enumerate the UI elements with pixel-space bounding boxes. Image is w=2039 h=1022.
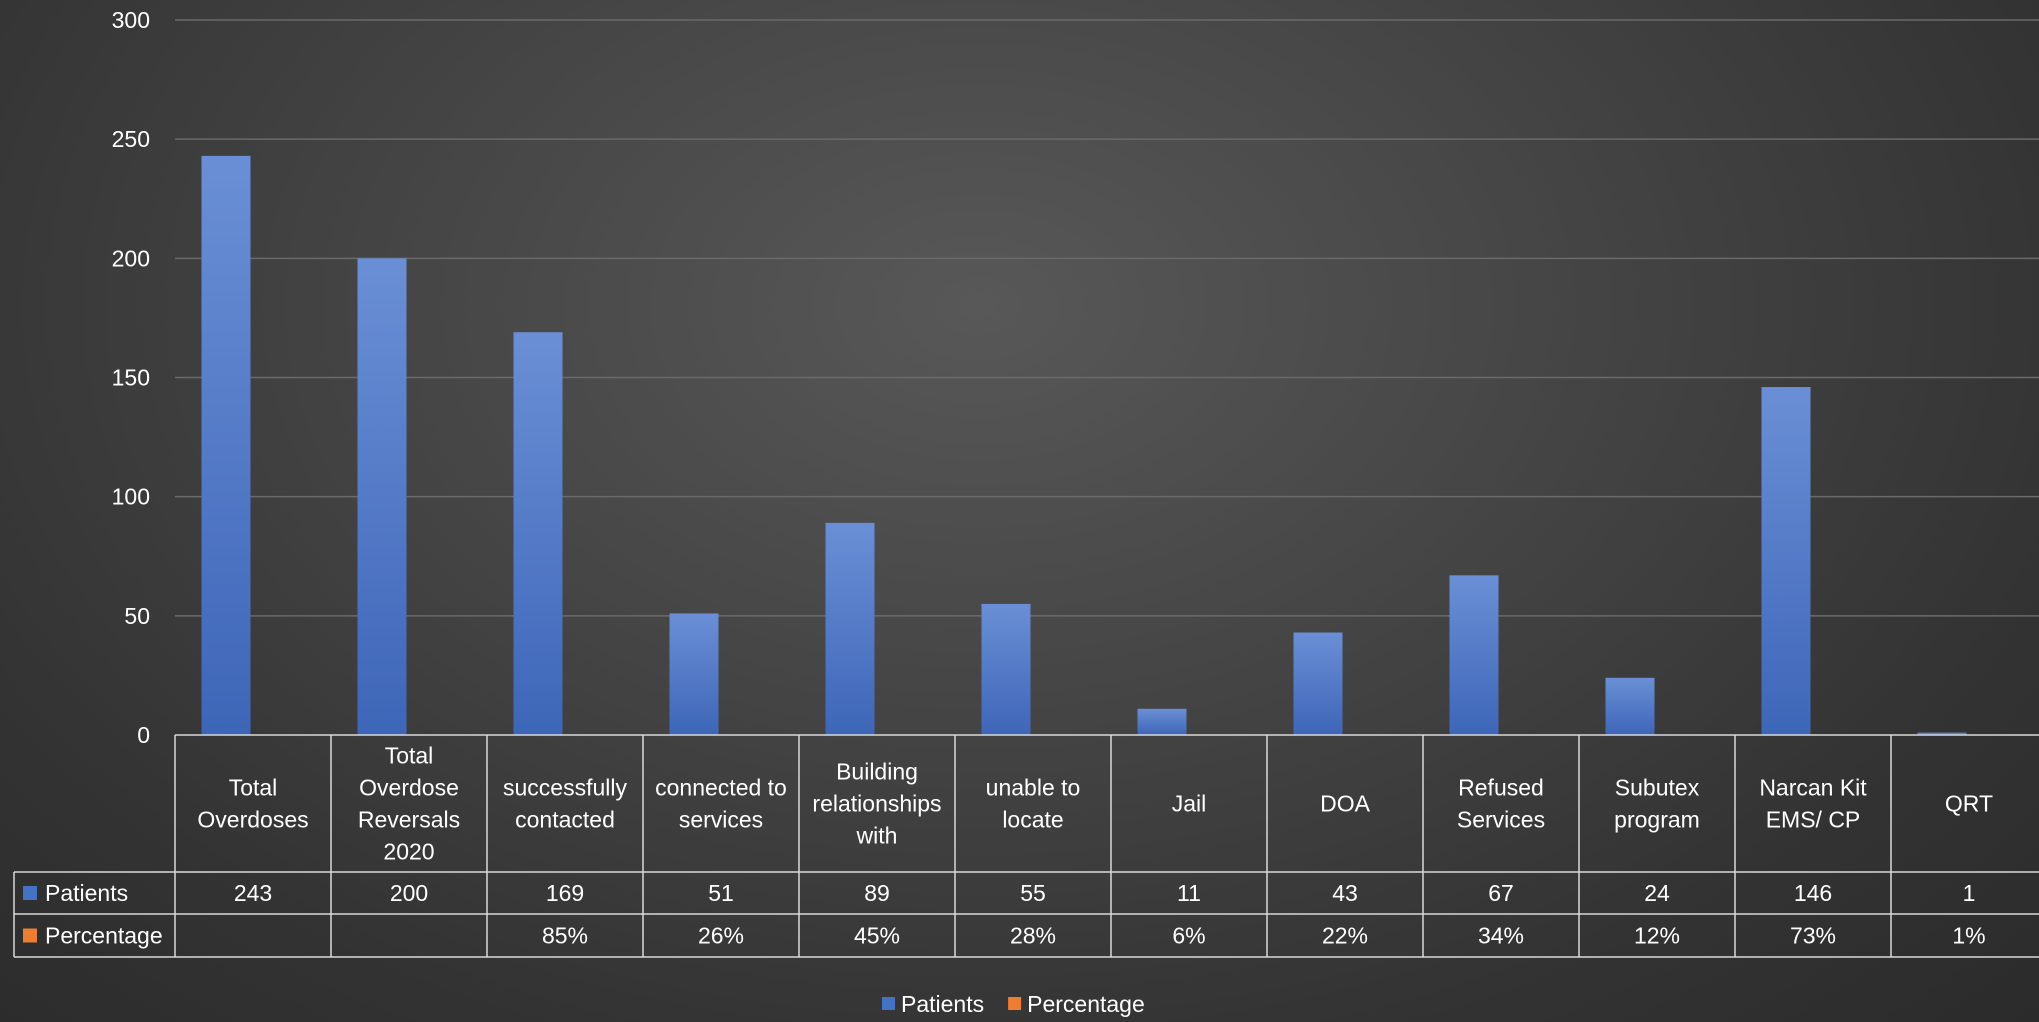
row-label: Patients: [45, 880, 128, 906]
category-label: DOA: [1320, 791, 1371, 817]
y-tick-label: 50: [124, 603, 150, 629]
row-key-swatch: [23, 886, 37, 900]
table-cell-value: 146: [1794, 880, 1832, 906]
table-cell-value: 22%: [1322, 923, 1368, 949]
category-label: Total Overdoses: [197, 775, 308, 833]
row-key-swatch: [23, 928, 37, 943]
bar-patients: [1293, 632, 1343, 735]
category-label: Building relationships with: [812, 759, 941, 849]
bar-patients: [513, 332, 563, 735]
table-cell-value: 34%: [1478, 923, 1524, 949]
bar-patients: [1605, 677, 1655, 735]
table-cell-value: 12%: [1634, 923, 1680, 949]
category-label: Narcan Kit EMS/ CP: [1759, 775, 1867, 833]
table-cell-value: 200: [390, 880, 428, 906]
category-label: successfully contacted: [503, 775, 627, 833]
legend-label: Percentage: [1027, 991, 1145, 1017]
table-cell-value: 1: [1963, 880, 1976, 906]
legend-swatch: [1008, 997, 1022, 1010]
table-cell-value: 89: [864, 880, 890, 906]
bar-patients: [357, 258, 407, 735]
table-cell-value: 67: [1488, 880, 1514, 906]
bar-patients: [981, 603, 1031, 735]
category-label: connected to services: [655, 775, 787, 833]
table-cell-value: 24: [1644, 880, 1670, 906]
table-cell-value: 1%: [1952, 923, 1985, 949]
table-cell-value: 243: [234, 880, 272, 906]
y-tick-label: 100: [112, 484, 150, 510]
category-label: Refused Services: [1457, 775, 1545, 833]
category-label: unable to locate: [986, 775, 1081, 833]
table-cell-value: 55: [1020, 880, 1046, 906]
bar-patients: [1449, 575, 1499, 735]
row-label: Percentage: [45, 923, 163, 949]
bar-patients: [1917, 732, 1967, 735]
table-cell-value: 6%: [1172, 923, 1205, 949]
y-tick-label: 200: [112, 245, 150, 271]
table-cell-value: 45%: [854, 923, 900, 949]
y-axis: 0 50 100 150 200 250 300: [112, 7, 150, 748]
y-tick-label: 250: [112, 126, 150, 152]
table-cell-value: 26%: [698, 923, 744, 949]
table-cell-value: 28%: [1010, 923, 1056, 949]
bar-patients: [1137, 708, 1187, 735]
y-tick-label: 150: [112, 365, 150, 391]
table-cell-value: 73%: [1790, 923, 1836, 949]
category-label: Subutex program: [1614, 775, 1700, 833]
category-label: Total Overdose Reversals 2020: [358, 743, 460, 865]
y-tick-label: 0: [137, 722, 150, 748]
table-cell-value: 11: [1177, 880, 1201, 906]
bar-patients: [825, 522, 875, 735]
table-cell-value: 43: [1332, 880, 1358, 906]
bars: [201, 155, 1967, 736]
bar-patients: [201, 155, 251, 736]
y-tick-label: 300: [112, 7, 150, 33]
legend-label: Patients: [901, 991, 984, 1017]
category-label: Jail: [1172, 791, 1207, 817]
gridlines: [175, 19, 2039, 617]
legend: Patients Percentage: [882, 991, 1145, 1017]
bar-patients: [1761, 387, 1811, 735]
bar-patients: [669, 613, 719, 735]
table-cell-value: 85%: [542, 923, 588, 949]
category-label: QRT: [1945, 791, 1993, 817]
table-cell-value: 169: [546, 880, 584, 906]
data-table: Total Overdoses Total Overdose Reversals 2020…: [13, 734, 2039, 958]
legend-swatch: [882, 997, 895, 1010]
table-cell-value: 51: [708, 880, 734, 906]
